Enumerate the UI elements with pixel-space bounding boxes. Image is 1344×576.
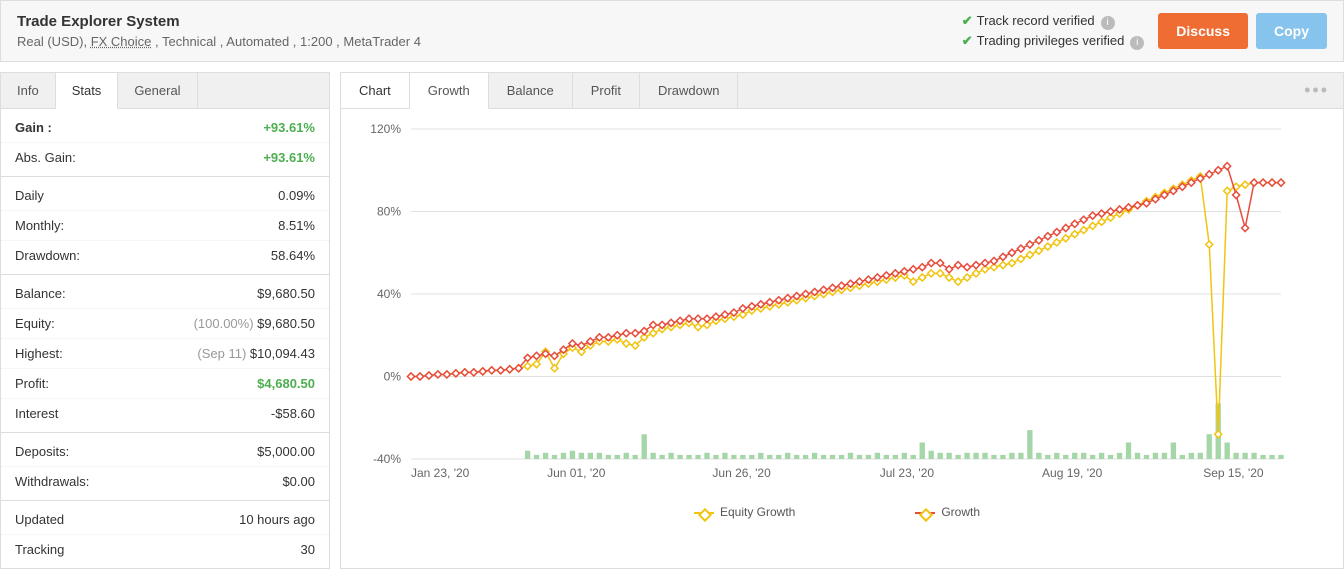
daily-value: 0.09% (278, 188, 315, 203)
svg-text:Aug 19, '20: Aug 19, '20 (1042, 466, 1103, 480)
info-icon[interactable]: i (1130, 36, 1144, 50)
subtitle-suffix: , Technical , Automated , 1:200 , MetaTr… (151, 34, 421, 49)
tab-general[interactable]: General (118, 73, 197, 108)
equity-amount: $9,680.50 (257, 316, 315, 331)
verif-track-record: Track record verified (977, 13, 1095, 28)
tracking-label: Tracking (15, 542, 64, 557)
stats-panel: Info Stats General Gain : +93.61% Abs. Ga… (0, 72, 330, 569)
tab-info[interactable]: Info (1, 73, 56, 108)
chart-tabs: Chart Growth Balance Profit Drawdown ••• (341, 73, 1343, 109)
broker-link[interactable]: FX Choice (91, 34, 152, 49)
drawdown-value: 58.64% (271, 248, 315, 263)
check-icon: ✔ (962, 13, 973, 28)
highest-label: Highest: (15, 346, 63, 361)
svg-text:Sep 15, '20: Sep 15, '20 (1203, 466, 1264, 480)
discuss-button[interactable]: Discuss (1158, 13, 1248, 49)
absgain-value: +93.61% (263, 150, 315, 165)
chart-panel: Chart Growth Balance Profit Drawdown •••… (340, 72, 1344, 569)
chart-tab-drawdown[interactable]: Drawdown (640, 73, 738, 108)
tracking-value: 30 (301, 542, 315, 557)
profit-value: $4,680.50 (257, 376, 315, 391)
svg-text:80%: 80% (377, 205, 401, 219)
chart-tab-profit[interactable]: Profit (573, 73, 640, 108)
chart-tab-label: Chart (341, 73, 410, 108)
equity-value: (100.00%) $9,680.50 (194, 316, 315, 331)
withdrawals-value: $0.00 (282, 474, 315, 489)
balance-value: $9,680.50 (257, 286, 315, 301)
chart-legend: .legend span.sw:nth-child(1)::after{bord… (351, 505, 1323, 519)
withdrawals-label: Withdrawals: (15, 474, 89, 489)
info-icon[interactable]: i (1101, 16, 1115, 30)
daily-label: Daily (15, 188, 44, 203)
monthly-label: Monthly: (15, 218, 64, 233)
balance-label: Balance: (15, 286, 66, 301)
monthly-value: 8.51% (278, 218, 315, 233)
svg-text:-40%: -40% (373, 452, 401, 466)
chart-tab-balance[interactable]: Balance (489, 73, 573, 108)
svg-text:Jun 26, '20: Jun 26, '20 (712, 466, 771, 480)
highest-amount: $10,094.43 (250, 346, 315, 361)
legend-equity-label: Equity Growth (720, 505, 795, 519)
absgain-label: Abs. Gain: (15, 150, 76, 165)
check-icon: ✔ (962, 33, 973, 48)
drawdown-label: Drawdown: (15, 248, 80, 263)
profit-label: Profit: (15, 376, 49, 391)
svg-text:Jun 01, '20: Jun 01, '20 (547, 466, 606, 480)
highest-date: (Sep 11) (197, 346, 250, 361)
highest-value: (Sep 11) $10,094.43 (197, 346, 315, 361)
gain-label: Gain : (15, 120, 52, 135)
subtitle-prefix: Real (USD), (17, 34, 91, 49)
chart-options-icon[interactable]: ••• (1304, 80, 1329, 101)
side-tabs: Info Stats General (1, 73, 329, 109)
svg-text:Jan 23, '20: Jan 23, '20 (411, 466, 470, 480)
system-subtitle: Real (USD), FX Choice , Technical , Auto… (17, 34, 962, 49)
growth-chart: -40% 0% 40% 80% 120% Jan 23, '20 Jun 01, '20 Ju… (351, 119, 1291, 499)
updated-label: Updated (15, 512, 64, 527)
legend-swatch-equity: .legend span.sw:nth-child(1)::after{bord… (694, 512, 714, 514)
header-bar: Trade Explorer System Real (USD), FX Cho… (0, 0, 1344, 62)
tab-stats[interactable]: Stats (56, 73, 119, 109)
interest-label: Interest (15, 406, 58, 421)
system-title: Trade Explorer System (17, 13, 962, 30)
svg-text:Jul 23, '20: Jul 23, '20 (880, 466, 935, 480)
chart-tab-growth[interactable]: Growth (410, 73, 489, 109)
gain-value: +93.61% (263, 120, 315, 135)
interest-value: -$58.60 (271, 406, 315, 421)
equity-pct: (100.00%) (194, 316, 258, 331)
verification-block: ✔ Track record verified i ✔ Trading privile… (962, 10, 1145, 53)
verif-privileges: Trading privileges verified (977, 33, 1125, 48)
copy-button[interactable]: Copy (1256, 13, 1327, 49)
deposits-label: Deposits: (15, 444, 69, 459)
updated-value: 10 hours ago (239, 512, 315, 527)
legend-swatch-growth (915, 512, 935, 514)
equity-label: Equity: (15, 316, 55, 331)
svg-text:40%: 40% (377, 287, 401, 301)
svg-text:120%: 120% (370, 122, 401, 136)
legend-growth-label: Growth (941, 505, 980, 519)
deposits-value: $5,000.00 (257, 444, 315, 459)
svg-text:0%: 0% (384, 370, 402, 384)
